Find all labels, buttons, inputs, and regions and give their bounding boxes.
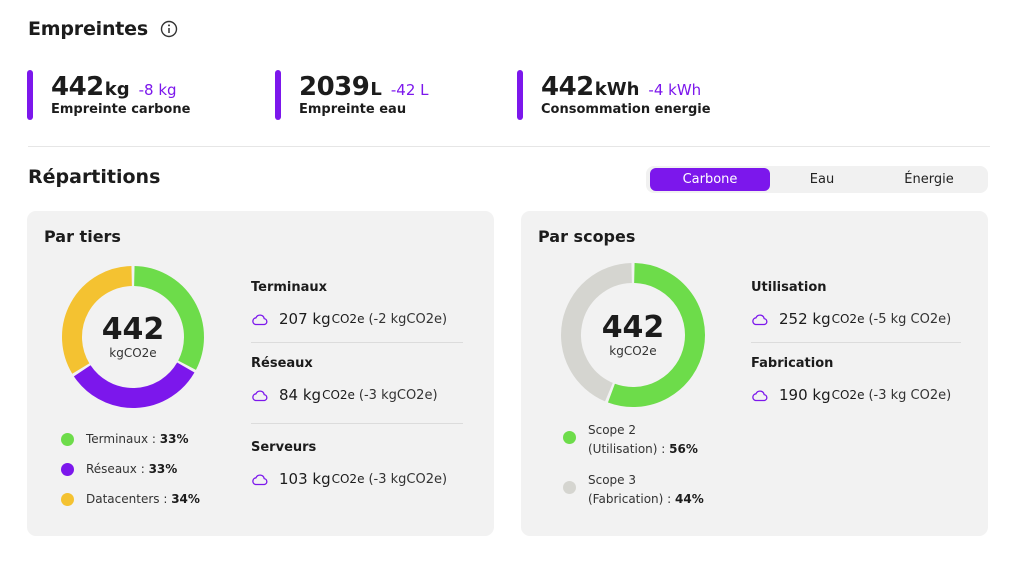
- legend-dot: [61, 433, 74, 446]
- donut-segment-datacenters: [62, 266, 133, 374]
- legend-item-scope-3: Scope 3 (Fabrication) : 44%: [563, 471, 704, 509]
- empreintes-header: Empreintes: [28, 18, 178, 40]
- info-circle-icon[interactable]: [160, 20, 178, 38]
- donut-segment-r-seaux: [73, 362, 195, 408]
- kpi-value: 2039: [299, 72, 370, 102]
- detail-divider: [751, 342, 961, 343]
- cloud-icon: [751, 313, 769, 326]
- legend-label: Datacenters : 34%: [86, 492, 200, 506]
- kpi-label: Consommation energie: [541, 102, 711, 117]
- legend-item-terminaux: Terminaux : 33%: [61, 432, 189, 446]
- cloud-icon: [251, 473, 269, 486]
- detail-reseaux: Réseaux 84 kg CO2e (-3 kgCO2e): [251, 356, 463, 404]
- legend-item-scope-2: Scope 2 (Utilisation) : 56%: [563, 421, 698, 459]
- detail-title: Fabrication: [751, 356, 834, 371]
- detail-title: Utilisation: [751, 280, 827, 295]
- detail-terminaux: Terminaux 207 kg CO2e (-2 kgCO2e): [251, 280, 463, 328]
- kpi-value: 442: [541, 72, 594, 102]
- detail-utilisation: Utilisation 252 kg CO2e (-5 kg CO2e): [751, 280, 963, 328]
- section-divider: [28, 146, 990, 147]
- tab-eau[interactable]: Eau: [809, 172, 835, 187]
- kpi-unit: L: [370, 79, 382, 100]
- legend-item-reseaux: Réseaux : 33%: [61, 462, 177, 476]
- legend-label: Terminaux : 33%: [86, 432, 189, 446]
- detail-unit: CO2e: [331, 472, 365, 486]
- card-par-scopes: Par scopes 442 kgCO2e Scope 2 (Utilisatio…: [521, 211, 988, 536]
- page-title: Empreintes: [28, 18, 148, 40]
- kpi-value: 442: [51, 72, 104, 102]
- segmented-control: Carbone Eau Énergie: [646, 166, 988, 193]
- detail-title: Terminaux: [251, 280, 328, 295]
- detail-delta: (-3 kgCO2e): [368, 471, 448, 487]
- kpi-unit: kg: [104, 79, 130, 100]
- cloud-icon: [751, 389, 769, 402]
- detail-value: 207 kg: [279, 310, 331, 328]
- detail-unit: CO2e: [322, 388, 355, 402]
- donut-chart: [561, 263, 705, 407]
- donut-total: 442: [101, 312, 165, 347]
- donut-unit: kgCO2e: [609, 344, 657, 358]
- kpi-label: Empreinte carbone: [51, 102, 191, 117]
- detail-delta: (-3 kg CO2e): [868, 387, 952, 403]
- legend-dot: [61, 493, 74, 506]
- kpi-label: Empreinte eau: [299, 102, 407, 117]
- legend-item-datacenters: Datacenters : 34%: [61, 492, 200, 506]
- kpi-accent-bar: [275, 70, 281, 120]
- detail-value: 84 kg: [279, 386, 322, 404]
- detail-divider: [251, 342, 463, 343]
- detail-title: Serveurs: [251, 440, 317, 455]
- detail-divider: [251, 423, 463, 424]
- detail-unit: CO2e: [831, 388, 865, 402]
- kpi-accent-bar: [27, 70, 33, 120]
- tab-carbone[interactable]: Carbone: [650, 168, 770, 191]
- detail-unit: CO2e: [831, 312, 865, 326]
- detail-value: 252 kg: [779, 310, 831, 328]
- kpi-delta: -8 kg: [138, 81, 177, 99]
- card-title: Par tiers: [44, 227, 121, 246]
- detail-title: Réseaux: [251, 356, 313, 371]
- legend-dot: [563, 481, 576, 494]
- legend-dot: [563, 431, 576, 444]
- donut-segment-terminaux: [133, 266, 204, 370]
- detail-fabrication: Fabrication 190 kg CO2e (-3 kg CO2e): [751, 356, 963, 404]
- cloud-icon: [251, 313, 269, 326]
- donut-segment-scope-2: [607, 263, 705, 407]
- donut-scopes: 442 kgCO2e: [560, 262, 706, 408]
- detail-delta: (-3 kgCO2e): [358, 387, 438, 403]
- detail-value: 190 kg: [779, 386, 831, 404]
- detail-value: 103 kg: [279, 470, 331, 488]
- donut-segment-scope-3: [561, 263, 633, 402]
- donut-total: 442: [601, 310, 665, 345]
- legend-label: Réseaux : 33%: [86, 462, 178, 476]
- tab-energie[interactable]: Énergie: [904, 172, 954, 187]
- kpi-accent-bar: [517, 70, 523, 120]
- detail-serveurs: Serveurs 103 kg CO2e (-3 kgCO2e): [251, 440, 463, 488]
- legend-label: Scope 3 (Fabrication) : 44%: [588, 473, 704, 506]
- detail-delta: (-2 kgCO2e): [368, 311, 448, 327]
- donut-tiers: 442 kgCO2e: [61, 265, 205, 409]
- kpi-delta: -4 kWh: [648, 81, 702, 99]
- kpi-row: 442 kg -8 kg Empreinte carbone 2039 L -4…: [27, 70, 987, 122]
- cloud-icon: [251, 389, 269, 402]
- legend-label: Scope 2 (Utilisation) : 56%: [588, 423, 698, 456]
- card-title: Par scopes: [538, 227, 636, 246]
- donut-chart: [62, 266, 204, 408]
- detail-delta: (-5 kg CO2e): [868, 311, 952, 327]
- kpi-delta: -42 L: [390, 81, 429, 99]
- kpi-unit: kWh: [594, 79, 640, 100]
- repartitions-title: Répartitions: [28, 166, 161, 188]
- donut-unit: kgCO2e: [109, 346, 157, 360]
- legend-dot: [61, 463, 74, 476]
- detail-unit: CO2e: [331, 312, 365, 326]
- card-par-tiers: Par tiers 442 kgCO2e Terminaux : 33% Rés…: [27, 211, 494, 536]
